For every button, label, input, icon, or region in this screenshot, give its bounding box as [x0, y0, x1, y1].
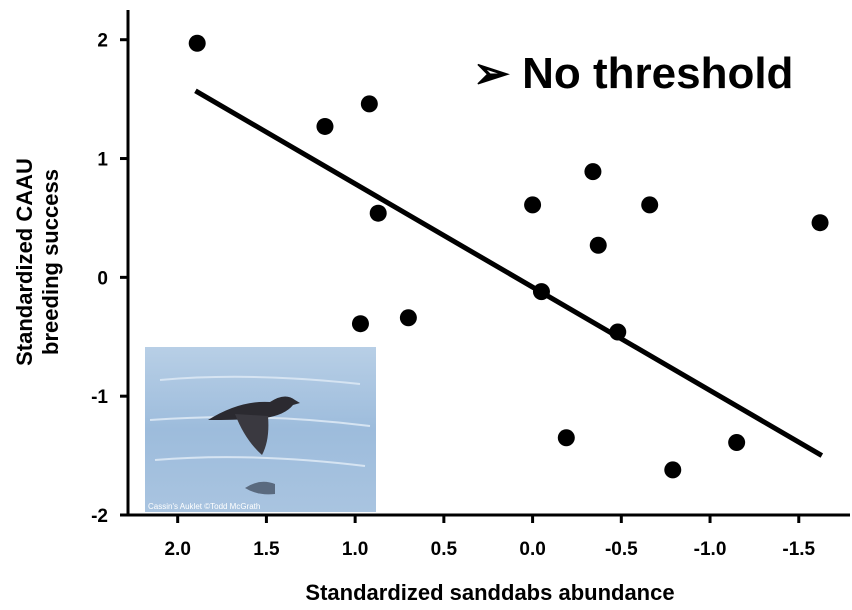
data-point: [532, 283, 550, 301]
data-point: [664, 461, 682, 479]
x-tick-label: -1.0: [694, 539, 727, 560]
data-point: [316, 117, 334, 135]
x-axis-label: Standardized sanddabs abundance: [305, 580, 674, 605]
bird-wing: [235, 414, 269, 455]
x-tick-label: 1.0: [342, 539, 368, 560]
data-point: [188, 34, 206, 52]
annotation: ➢ No threshold: [473, 49, 793, 98]
data-point: [584, 163, 602, 181]
x-tick-label: 2.0: [164, 539, 190, 560]
data-point: [557, 429, 575, 447]
y-tick-label: 2: [97, 31, 108, 52]
y-axis-label-line: Standardized CAAU: [12, 158, 37, 366]
data-point: [399, 309, 417, 327]
y-tick-label: 1: [97, 150, 108, 171]
x-tick-label: 1.5: [253, 539, 280, 560]
data-point: [589, 236, 607, 254]
y-axis-label-line: breeding success: [38, 169, 63, 355]
bird-body: [208, 396, 300, 420]
photo: Cassin's Auklet ©Todd McGrath: [145, 347, 376, 512]
y-axis-label: Standardized CAAU breeding success: [12, 158, 63, 366]
data-point: [351, 315, 369, 333]
bird-reflection: [245, 481, 275, 495]
x-tick-label: 0.5: [431, 539, 458, 560]
x-tick-label: -0.5: [605, 539, 638, 560]
data-point: [609, 323, 627, 341]
data-point: [369, 204, 387, 222]
data-point: [524, 196, 542, 214]
x-tick-label: -1.5: [782, 539, 815, 560]
y-tick-label: 0: [97, 268, 108, 289]
data-point: [728, 434, 746, 452]
data-point: [811, 214, 829, 232]
y-tick-label: -1: [91, 387, 108, 408]
data-point: [360, 95, 378, 113]
data-point: [641, 196, 659, 214]
trend-line: [194, 88, 824, 458]
x-tick-label: 0.0: [519, 539, 545, 560]
y-tick-label: -2: [91, 506, 108, 527]
photo-credit: Cassin's Auklet ©Todd McGrath: [148, 502, 260, 511]
